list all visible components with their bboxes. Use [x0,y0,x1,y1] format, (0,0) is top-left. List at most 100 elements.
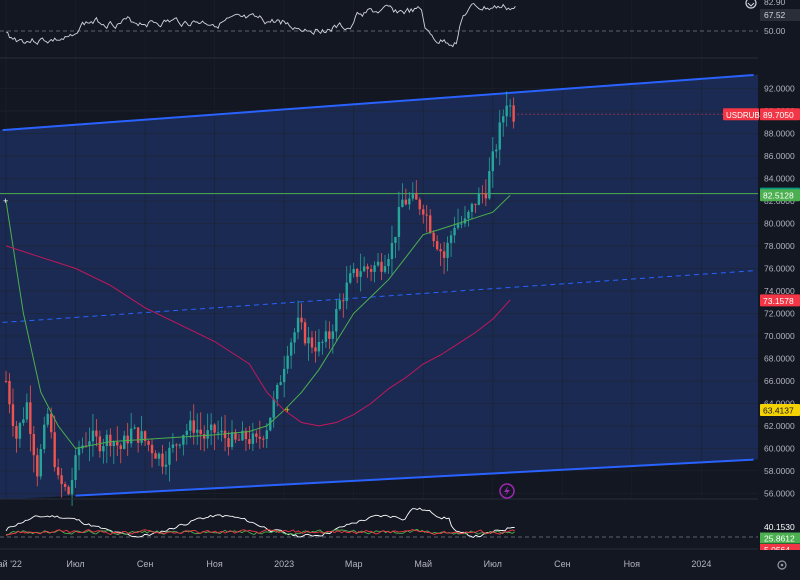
candle-body [36,455,39,477]
candle-body [164,464,168,467]
candle-body [77,448,81,456]
time-tick: Ноя [624,559,641,569]
price-tick: 84.0000 [764,173,795,183]
price-tick: 72.0000 [764,308,795,318]
candle-body [244,430,248,440]
dmi-label-box [760,532,800,544]
cross-marker: + [3,196,8,206]
candle-body [394,236,397,243]
candle-body [446,242,449,258]
candle-body [95,430,98,437]
candle-body [4,380,8,382]
candle-body [404,199,408,205]
candle-body [220,430,223,433]
dmi-label-box [760,544,800,555]
candle-body [338,300,341,310]
candle-body [415,192,418,200]
candle-body [349,273,352,283]
candle-body [314,347,317,352]
candle-body [70,479,74,495]
candle-body [401,199,404,208]
candle-body [508,105,512,107]
scroll-to-latest-icon[interactable] [745,0,757,9]
candle-body [276,384,279,400]
candle-body [216,432,220,434]
candle-body [18,423,22,439]
candle-body [481,193,484,195]
candle-body [474,203,477,205]
price-label: 82.5128 [763,191,794,201]
price-tick: 64.0000 [764,398,795,408]
candle-body [15,425,18,439]
candle-body [317,341,321,352]
time-axis[interactable]: Май '22 Июл Сен Ноя 2023 Мар Май Июл Сен Ноя 2024 [0,550,800,575]
candle-body [408,198,411,205]
candle-body [182,435,185,445]
candle-body [467,211,470,219]
price-axis[interactable]: 92.000090.000088.000086.000084.000082.00… [723,0,800,575]
dmi-line [5,529,515,536]
candle-body [456,224,460,228]
candle-body [123,435,126,449]
candle-body [230,432,234,448]
candle-body [373,265,376,272]
candle-body [359,271,362,277]
price-tick: 74.0000 [764,286,795,296]
candle-body [150,444,154,454]
candle-body [442,251,446,258]
candle-body [369,269,373,272]
candle-body [321,341,324,343]
candle-body [206,430,209,439]
candle-body [91,430,95,442]
time-tick: Сен [137,559,154,569]
candle-body [8,381,11,405]
candle-body [324,331,328,342]
candle-body [307,337,310,344]
candle-body [133,427,136,429]
candle-body [453,227,456,236]
candle-body [269,417,272,431]
candle-body [435,241,439,250]
settings-icon[interactable] [777,560,787,570]
candle-body [140,431,143,443]
candle-body [50,413,53,433]
candle-body [168,447,171,465]
moving-averages: ++ [3,194,511,449]
candle-body [56,467,60,476]
price-tick: 92.0000 [764,83,795,93]
candle-body [289,342,293,356]
candle-body [502,116,505,123]
candle-body [43,424,46,450]
candle-body [279,382,282,385]
dmi-panel [0,498,800,550]
candle-body [488,171,491,199]
candle-body [196,429,199,433]
candle-body [119,445,122,449]
candle-body [282,368,286,383]
flash-icon[interactable] [499,483,515,499]
candle-body [53,432,56,468]
time-tick: Июл [66,559,84,569]
candle-body [63,484,67,487]
time-axis-background [0,550,800,575]
cross-marker: + [285,405,290,415]
price-label-box [760,108,800,121]
price-tick: 80.0000 [764,218,795,228]
candle-body [300,317,303,323]
time-tick: Май '22 [0,559,22,569]
candle-body [383,266,387,272]
symbol-label: USDRUB [726,111,760,120]
candle-body [429,215,432,233]
candle-body [342,300,345,302]
candle-body [248,439,251,444]
candle-body [39,449,42,477]
candle-body [154,453,157,459]
price-label: 73.1578 [763,296,794,306]
dmi-label-box [760,521,800,532]
candle-body [425,214,428,216]
candle-body [449,235,453,243]
candle-body [102,446,105,452]
candles [4,91,515,506]
